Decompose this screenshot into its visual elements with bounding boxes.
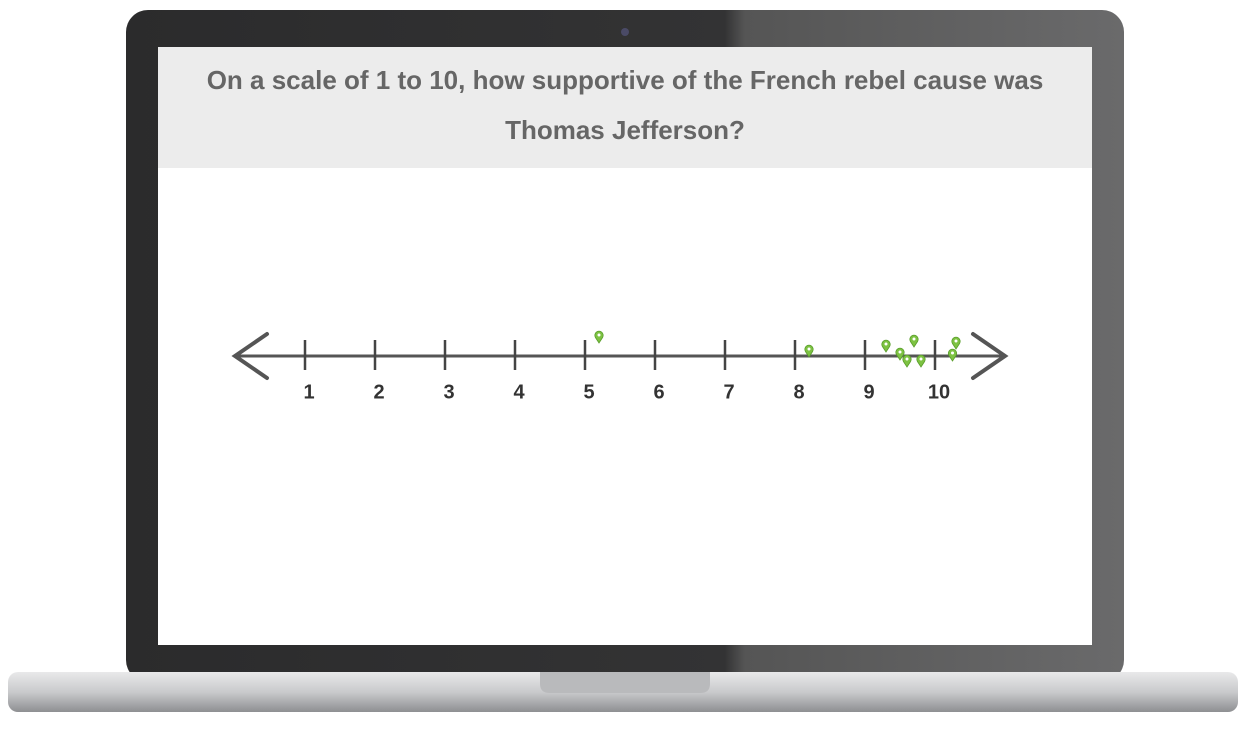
pin-hole bbox=[899, 351, 902, 354]
pin-hole bbox=[951, 352, 954, 355]
pin-hole bbox=[906, 358, 909, 361]
page: {"question": "On a scale of 1 to 10, how… bbox=[0, 0, 1241, 730]
webcam bbox=[621, 28, 629, 36]
tick-label: 2 bbox=[373, 381, 384, 403]
tick-label: 7 bbox=[723, 381, 734, 403]
pin-hole bbox=[808, 348, 811, 351]
tick-label: 9 bbox=[863, 381, 874, 403]
laptop-screenshot: On a scale of 1 to 10, how supportive of… bbox=[0, 0, 1241, 730]
tick-label: 1 bbox=[303, 381, 314, 403]
question-box: On a scale of 1 to 10, how supportive of… bbox=[190, 55, 1060, 165]
pin-hole bbox=[913, 338, 916, 341]
tick-label: 3 bbox=[443, 381, 454, 403]
tick-label: 4 bbox=[513, 381, 525, 403]
pin-hole bbox=[955, 340, 958, 343]
question-text: On a scale of 1 to 10, how supportive of… bbox=[190, 55, 1060, 155]
pin-hole bbox=[920, 358, 923, 361]
tick-label: 6 bbox=[653, 381, 664, 403]
pin-hole bbox=[885, 343, 888, 346]
tick-label: 10 bbox=[928, 381, 950, 403]
tick-label: 5 bbox=[583, 381, 594, 403]
base-notch bbox=[540, 672, 710, 693]
tick-label: 8 bbox=[793, 381, 804, 403]
pin-hole bbox=[598, 334, 601, 337]
